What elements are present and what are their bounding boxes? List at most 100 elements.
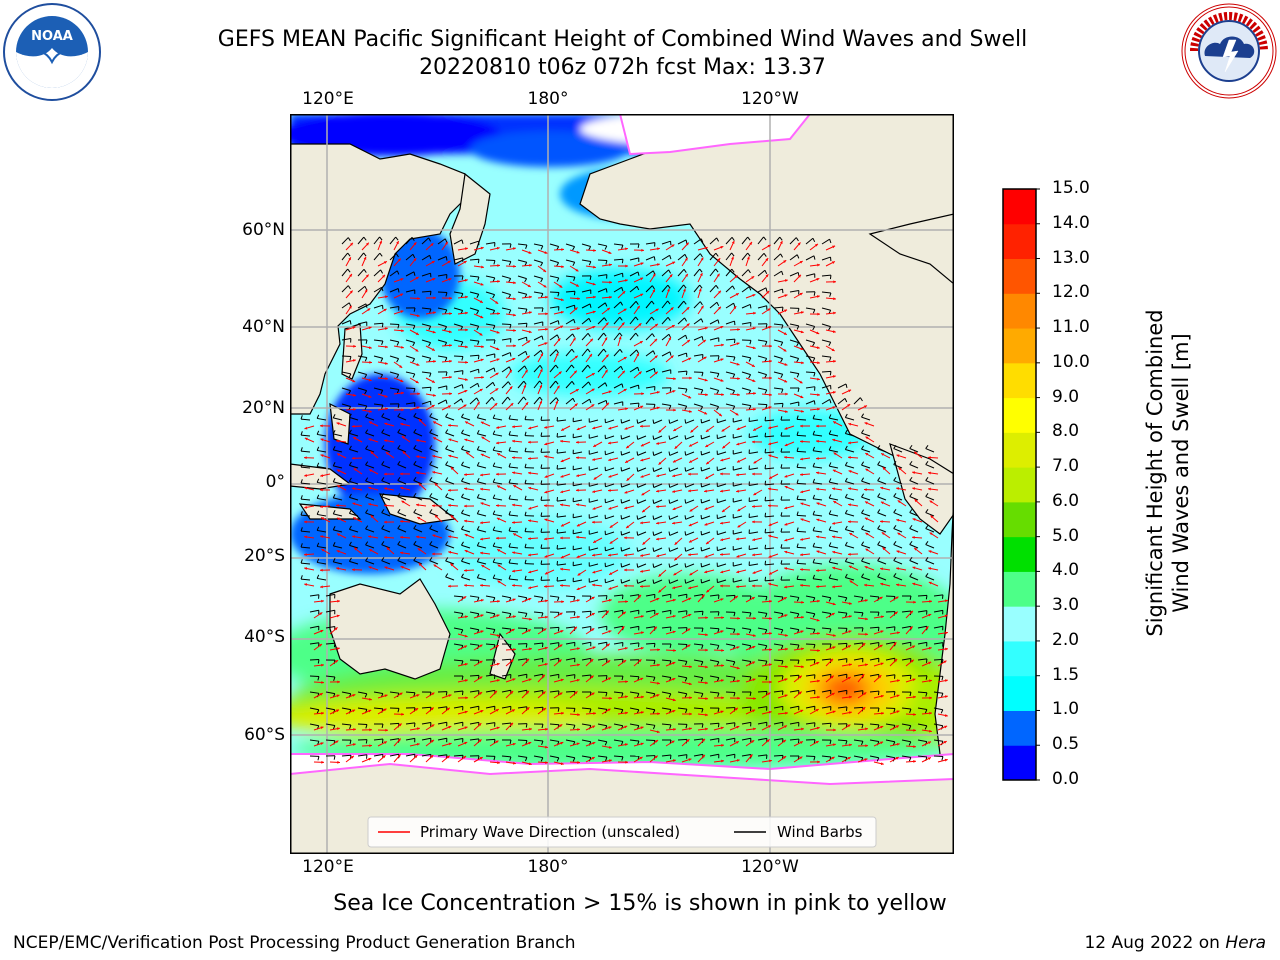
wind-barb	[605, 451, 615, 456]
wind-barb-flag	[476, 397, 480, 402]
wind-barb-flag	[668, 419, 671, 424]
wave-arrow-head	[689, 727, 692, 731]
wave-arrow-head	[736, 473, 739, 477]
wind-barb-flag	[332, 446, 336, 451]
wind-barb-flag	[381, 541, 385, 545]
wave-arrow-head	[575, 389, 579, 392]
wave-arrow-head	[432, 330, 436, 334]
wind-barb	[453, 339, 463, 343]
wave-arrow-head	[430, 739, 434, 743]
wave-arrow-head	[688, 539, 692, 543]
wave-arrow-head	[832, 469, 836, 473]
wind-barb-flag	[413, 508, 417, 513]
wave-arrow-head	[495, 645, 499, 648]
wind-barb	[837, 611, 847, 614]
wave-arrow-head	[560, 567, 563, 571]
wind-barb	[677, 659, 687, 662]
wave-arrow-head	[704, 411, 708, 415]
wind-barb	[469, 275, 479, 278]
wind-barb-flag	[828, 597, 832, 602]
map-legend: Primary Wave Direction (unscaled) Wind B…	[367, 816, 877, 848]
wind-barb-flag	[429, 291, 432, 296]
wind-barb-flag	[781, 307, 784, 312]
wind-barb	[909, 480, 919, 485]
wave-arrow-head	[369, 744, 372, 748]
wind-barb-flag	[429, 387, 432, 392]
wind-barb	[573, 435, 583, 439]
wind-barb-flag	[413, 271, 416, 276]
wind-barb	[437, 323, 447, 328]
wind-barb-flag	[619, 316, 623, 321]
wave-arrow-head	[736, 759, 740, 762]
wave-arrow-head	[783, 332, 787, 335]
wind-barb	[341, 707, 351, 711]
wave-arrow-head	[833, 452, 837, 456]
wave-arrow-head	[769, 599, 772, 603]
wind-barb	[813, 450, 823, 453]
wind-barb	[501, 705, 511, 709]
wind-barb	[733, 467, 743, 471]
wave-arrow-head	[736, 427, 740, 431]
wave-arrow-head	[721, 509, 725, 512]
wind-barb	[300, 546, 311, 549]
wind-barb-flag	[781, 324, 784, 329]
wave-arrow-head	[705, 727, 708, 731]
wind-barb	[621, 515, 631, 520]
wind-barb	[509, 450, 519, 453]
wave-arrow-head	[800, 311, 804, 314]
wave-arrow-head	[847, 404, 851, 407]
wind-barb-flag	[445, 371, 448, 376]
wind-barb-flag	[636, 579, 639, 584]
wind-barb-flag	[765, 404, 768, 409]
wave-arrow-head	[848, 711, 852, 715]
wind-barb-flag	[540, 576, 543, 581]
wave-arrow-head	[831, 613, 835, 616]
wave-arrow-head	[767, 308, 771, 312]
wind-barb-flag	[925, 541, 929, 545]
wind-barb	[405, 371, 415, 375]
wind-barb	[725, 371, 735, 375]
wave-arrow-head	[638, 371, 642, 375]
wave-arrow-head	[383, 708, 387, 712]
wind-barb-flag	[765, 287, 768, 292]
wind-barb-flag	[363, 252, 367, 257]
wave-arrow-head	[640, 424, 643, 428]
wave-arrow-head	[559, 284, 563, 288]
wind-barb	[349, 496, 359, 501]
wave-height-map: Primary Wave Direction (unscaled) Wind B…	[290, 114, 954, 854]
wind-barb	[613, 286, 622, 293]
wind-barb-flag	[861, 525, 865, 530]
wave-arrow-head	[463, 596, 467, 600]
wind-barb	[661, 609, 671, 613]
wave-arrow-head	[304, 567, 308, 570]
wind-barb-flag	[461, 660, 464, 665]
wave-arrow-head	[352, 502, 356, 506]
wave-arrow-head	[735, 293, 739, 296]
wind-barb	[669, 435, 679, 440]
wind-barb	[789, 355, 799, 359]
wave-arrow-head	[574, 355, 578, 359]
wind-barb-flag	[397, 556, 401, 561]
wave-arrow-head	[914, 499, 918, 503]
wave-arrow-head	[928, 471, 931, 475]
wave-arrow-head	[463, 404, 467, 408]
wind-barb	[397, 528, 407, 533]
wave-arrow-head	[783, 725, 787, 729]
wind-barb-flag	[540, 416, 543, 421]
wind-barb	[461, 432, 471, 437]
wind-barb	[757, 371, 767, 376]
wave-arrow-head	[784, 550, 788, 554]
wind-barb-flag	[733, 612, 736, 617]
wind-barb-flag	[620, 451, 623, 456]
wind-barb-flag	[732, 373, 736, 378]
wind-barb	[565, 723, 575, 726]
wind-barb	[845, 497, 855, 501]
wave-arrow-head	[737, 377, 740, 380]
wind-barb-flag	[492, 597, 496, 602]
wave-arrow-head	[652, 273, 656, 277]
wind-barb-flag	[445, 413, 449, 418]
wind-barb	[821, 384, 831, 389]
wave-arrow-head	[337, 485, 341, 488]
wave-arrow-head	[512, 425, 515, 429]
wind-barb	[373, 403, 383, 406]
